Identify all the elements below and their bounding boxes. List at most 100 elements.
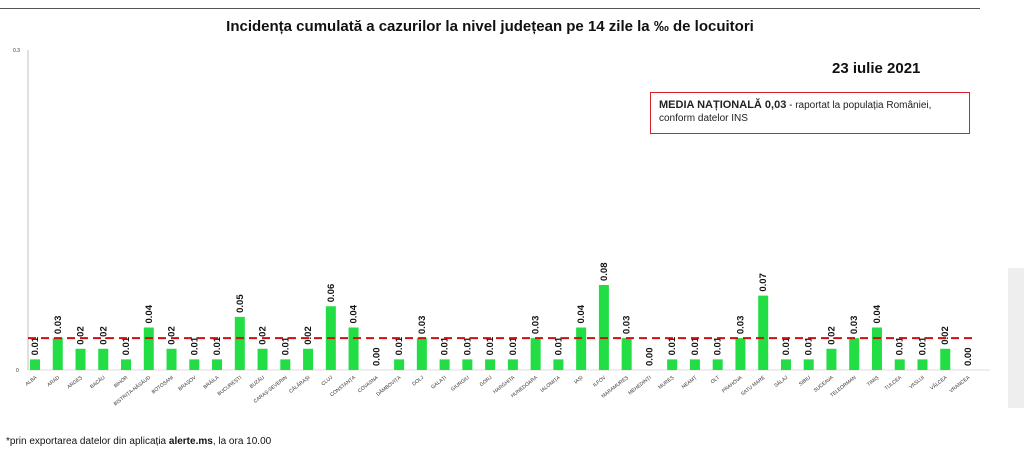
- data-label: 0.01: [212, 336, 223, 355]
- data-label: 0.02: [76, 326, 87, 345]
- category-label: BUZĂU: [248, 374, 266, 390]
- data-label: 0.01: [917, 336, 928, 355]
- national-average-source: conform datelor INS: [659, 113, 748, 124]
- category-label: DÂMBOVIȚA: [375, 374, 403, 398]
- bar: [462, 359, 473, 370]
- category-label: BOTOȘANI: [151, 375, 175, 396]
- bar: [826, 348, 837, 370]
- data-label: 0.03: [417, 316, 428, 335]
- data-label: 0.01: [30, 336, 41, 355]
- data-label: 0.01: [189, 336, 200, 355]
- bar: [416, 338, 427, 370]
- bar: [189, 359, 200, 370]
- bar: [280, 359, 291, 370]
- data-label: 0.06: [326, 284, 337, 303]
- data-label: 0.01: [804, 336, 815, 355]
- category-label: BRĂILA: [202, 374, 221, 391]
- category-label: SĂLAJ: [773, 374, 790, 389]
- category-label: ALBA: [24, 374, 38, 387]
- category-label: VASLUI: [908, 375, 925, 390]
- bar: [712, 359, 723, 370]
- data-label: 0.04: [576, 304, 587, 323]
- data-label: 0.00: [644, 348, 655, 367]
- footnote-app: alerte.ms: [168, 436, 213, 447]
- data-label: 0.02: [826, 326, 837, 345]
- data-label: 0.01: [781, 336, 792, 355]
- data-label: 0.03: [53, 316, 64, 335]
- data-label: 0.00: [371, 348, 382, 367]
- bar: [780, 359, 791, 370]
- footnote-prefix: *prin exportarea datelor din aplicația: [6, 436, 169, 447]
- bar: [530, 338, 541, 370]
- bar: [849, 338, 860, 370]
- bar: [52, 338, 63, 370]
- data-label: 0.01: [394, 336, 405, 355]
- national-average-label: MEDIA NAȚIONALĂ 0,03: [659, 99, 787, 111]
- data-label: 0.01: [553, 336, 564, 355]
- data-label: 0.01: [485, 336, 496, 355]
- side-panel: [1008, 268, 1024, 408]
- category-label: TULCEA: [884, 374, 904, 391]
- bar: [303, 348, 314, 370]
- category-label: BISTRIȚA-NĂSĂUD: [112, 374, 152, 407]
- data-label: 0.02: [167, 326, 178, 345]
- bar: [143, 327, 154, 370]
- data-label: 0.01: [690, 336, 701, 355]
- bar: [121, 359, 132, 370]
- bar: [212, 359, 223, 370]
- category-label: BRAȘOV: [177, 374, 198, 392]
- data-label: 0.08: [599, 263, 610, 282]
- bar: [394, 359, 405, 370]
- bar: [758, 295, 769, 370]
- y-tick-label: 0: [16, 368, 19, 374]
- data-label: 0.01: [121, 336, 132, 355]
- bar: [667, 359, 678, 370]
- category-label: DOLJ: [411, 375, 425, 388]
- data-label: 0.02: [98, 326, 109, 345]
- bar: [98, 348, 109, 370]
- bar: [803, 359, 814, 370]
- category-label: BUCUREȘTI: [217, 375, 243, 398]
- bar: [75, 348, 86, 370]
- bar: [234, 316, 245, 370]
- category-label: SIBIU: [798, 375, 812, 388]
- bar: [894, 359, 905, 370]
- national-average-box: MEDIA NAȚIONALĂ 0,03 - raportat la popul…: [650, 92, 970, 134]
- data-label: 0.07: [758, 273, 769, 292]
- category-label: VÂLCEA: [929, 374, 949, 392]
- national-average-note: - raportat la populația României,: [786, 100, 932, 111]
- category-label: BIHOR: [113, 375, 129, 390]
- data-label: 0.02: [940, 326, 951, 345]
- category-label: MEHEDINȚI: [627, 375, 652, 397]
- data-label: 0.02: [258, 326, 269, 345]
- data-label: 0.01: [508, 336, 519, 355]
- bar: [598, 285, 609, 370]
- bar: [871, 327, 882, 370]
- footnote-suffix: , la ora 10.00: [212, 436, 272, 447]
- bar: [439, 359, 450, 370]
- data-label: 0.02: [303, 326, 314, 345]
- data-label: 0.03: [531, 316, 542, 335]
- category-label: ILFOV: [592, 374, 608, 388]
- top-rule: [0, 8, 980, 9]
- data-label: 0.01: [667, 336, 678, 355]
- y-tick-label: 0.3: [13, 48, 20, 54]
- category-label: CLUJ: [321, 375, 335, 388]
- data-label: 0.04: [872, 304, 883, 323]
- bar: [940, 348, 951, 370]
- bar: [348, 327, 359, 370]
- bar: [621, 338, 632, 370]
- data-label: 0.01: [462, 336, 473, 355]
- category-label: NEAMȚ: [681, 375, 698, 391]
- data-label: 0.03: [622, 316, 633, 335]
- data-label: 0.01: [895, 336, 906, 355]
- footnote: *prin exportarea datelor din aplicația a…: [6, 436, 271, 447]
- data-label: 0.03: [849, 316, 860, 335]
- data-label: 0.01: [440, 336, 451, 355]
- bar: [507, 359, 518, 370]
- category-label: BACĂU: [89, 374, 107, 390]
- data-label: 0.01: [713, 336, 724, 355]
- category-label: IALOMIȚA: [540, 374, 563, 394]
- bar: [917, 359, 928, 370]
